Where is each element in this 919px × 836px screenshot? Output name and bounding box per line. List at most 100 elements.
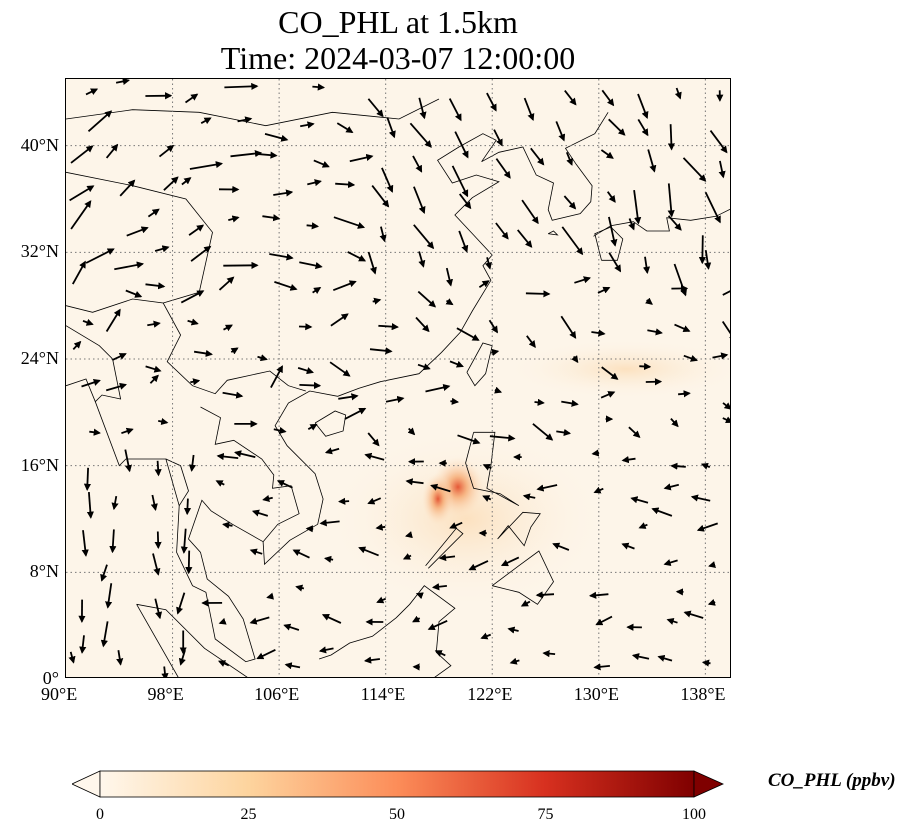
wind-arrow [274, 281, 298, 291]
wind-arrow [674, 87, 682, 100]
map-title-line-1: CO_PHL at 1.5km [278, 4, 518, 40]
wind-arrow [379, 226, 387, 243]
wind-arrow [163, 176, 179, 191]
wind-arrow [215, 480, 225, 487]
wind-arrow [150, 494, 158, 512]
wind-arrow [367, 251, 377, 275]
wind-arrow [454, 131, 469, 159]
wind-arrow [114, 261, 145, 271]
wind-arrow [70, 145, 94, 164]
wind-arrow [571, 355, 579, 364]
wind-arrow [216, 452, 239, 461]
wind-arrow [704, 191, 721, 224]
wind-arrow [154, 598, 163, 620]
wind-arrow [68, 651, 76, 664]
wind-arrow [237, 116, 253, 124]
wind-arrow [161, 666, 169, 677]
wind-arrow [493, 129, 503, 147]
wind-arrow [270, 365, 283, 389]
wind-arrow [321, 614, 342, 624]
coastline [66, 112, 609, 663]
wind-arrow [449, 521, 463, 529]
wind-arrow [647, 328, 663, 336]
wind-arrow [300, 121, 315, 129]
wind-arrow [111, 495, 119, 511]
wind-arrow [413, 224, 435, 250]
wind-arrow [273, 189, 294, 197]
wind-arrow [230, 347, 239, 355]
wind-arrow [521, 199, 539, 225]
lon-tick-label: 106°E [254, 684, 300, 704]
wind-arrow [297, 367, 314, 375]
wind-arrow [81, 530, 89, 557]
wind-arrow [181, 177, 192, 186]
wind-arrow [478, 280, 490, 288]
wind-arrow [427, 619, 448, 630]
wind-arrow [597, 286, 611, 294]
wind-arrow [200, 117, 212, 125]
wind-arrow [480, 632, 492, 640]
wind-arrow [563, 195, 577, 210]
wind-arrow [415, 316, 430, 333]
wind-arrow [591, 449, 600, 457]
wind-arrow [371, 185, 390, 208]
colorbar-tick-label: 0 [96, 806, 104, 823]
wind-arrow [708, 561, 716, 569]
coastline [66, 171, 213, 304]
wind-arrow [81, 378, 101, 388]
wind-arrow [593, 486, 604, 494]
coastline [497, 511, 541, 547]
wind-arrow [367, 98, 384, 118]
colorbar-label: CO_PHL (ppbv) [768, 770, 896, 791]
wind-arrow [430, 483, 451, 493]
wind-arrow [555, 121, 566, 142]
wind-arrow [147, 208, 160, 218]
wind-arrow [651, 507, 673, 517]
wind-arrow [105, 583, 113, 609]
wind-arrow [222, 521, 233, 529]
wind-arrow [299, 381, 322, 390]
wind-arrow [591, 329, 606, 337]
wind-arrow [307, 179, 322, 187]
wind-arrow [283, 623, 300, 631]
lat-tick-label: 16°N [20, 454, 59, 475]
wind-arrow [188, 224, 205, 236]
wind-arrow [722, 416, 730, 424]
wind-arrow [69, 185, 95, 202]
wind-arrow [657, 654, 673, 662]
wind-arrow [85, 248, 115, 264]
lon-tick-label: 114°E [360, 684, 406, 704]
wind-arrow [176, 592, 186, 615]
wind-arrow [228, 215, 240, 223]
wind-arrow [100, 564, 108, 582]
wind-arrow [367, 497, 382, 505]
wind-arrow [522, 493, 536, 501]
wind-arrow [86, 492, 94, 519]
wind-arrow [718, 160, 726, 179]
wind-arrow [561, 399, 579, 407]
wind-arrow [507, 626, 519, 634]
colorbar-tick-label: 75 [537, 806, 554, 823]
wind-arrow [458, 230, 469, 253]
wind-arrow [536, 484, 558, 492]
lon-tick-label: 138°E [680, 684, 726, 704]
wind-arrow [595, 615, 613, 626]
wind-arrow [417, 290, 437, 308]
lat-tick-label: 24°N [20, 348, 59, 368]
wind-arrow [251, 509, 269, 517]
colorbar-tick-label: 25 [240, 806, 257, 823]
wind-arrow [116, 650, 124, 666]
colorbar-gradient [99, 770, 695, 798]
wind-arrow [223, 324, 233, 332]
coastline [66, 98, 440, 127]
wind-arrow [180, 290, 205, 304]
wind-arrow [222, 391, 244, 399]
wind-arrow [312, 287, 322, 294]
wind-arrow [105, 382, 127, 392]
wind-arrow [152, 553, 161, 576]
wind-arrow [608, 118, 626, 136]
wind-arrow [358, 546, 379, 557]
wind-arrow [722, 402, 730, 410]
wind-arrow [149, 374, 159, 384]
wind-arrow [520, 599, 531, 607]
